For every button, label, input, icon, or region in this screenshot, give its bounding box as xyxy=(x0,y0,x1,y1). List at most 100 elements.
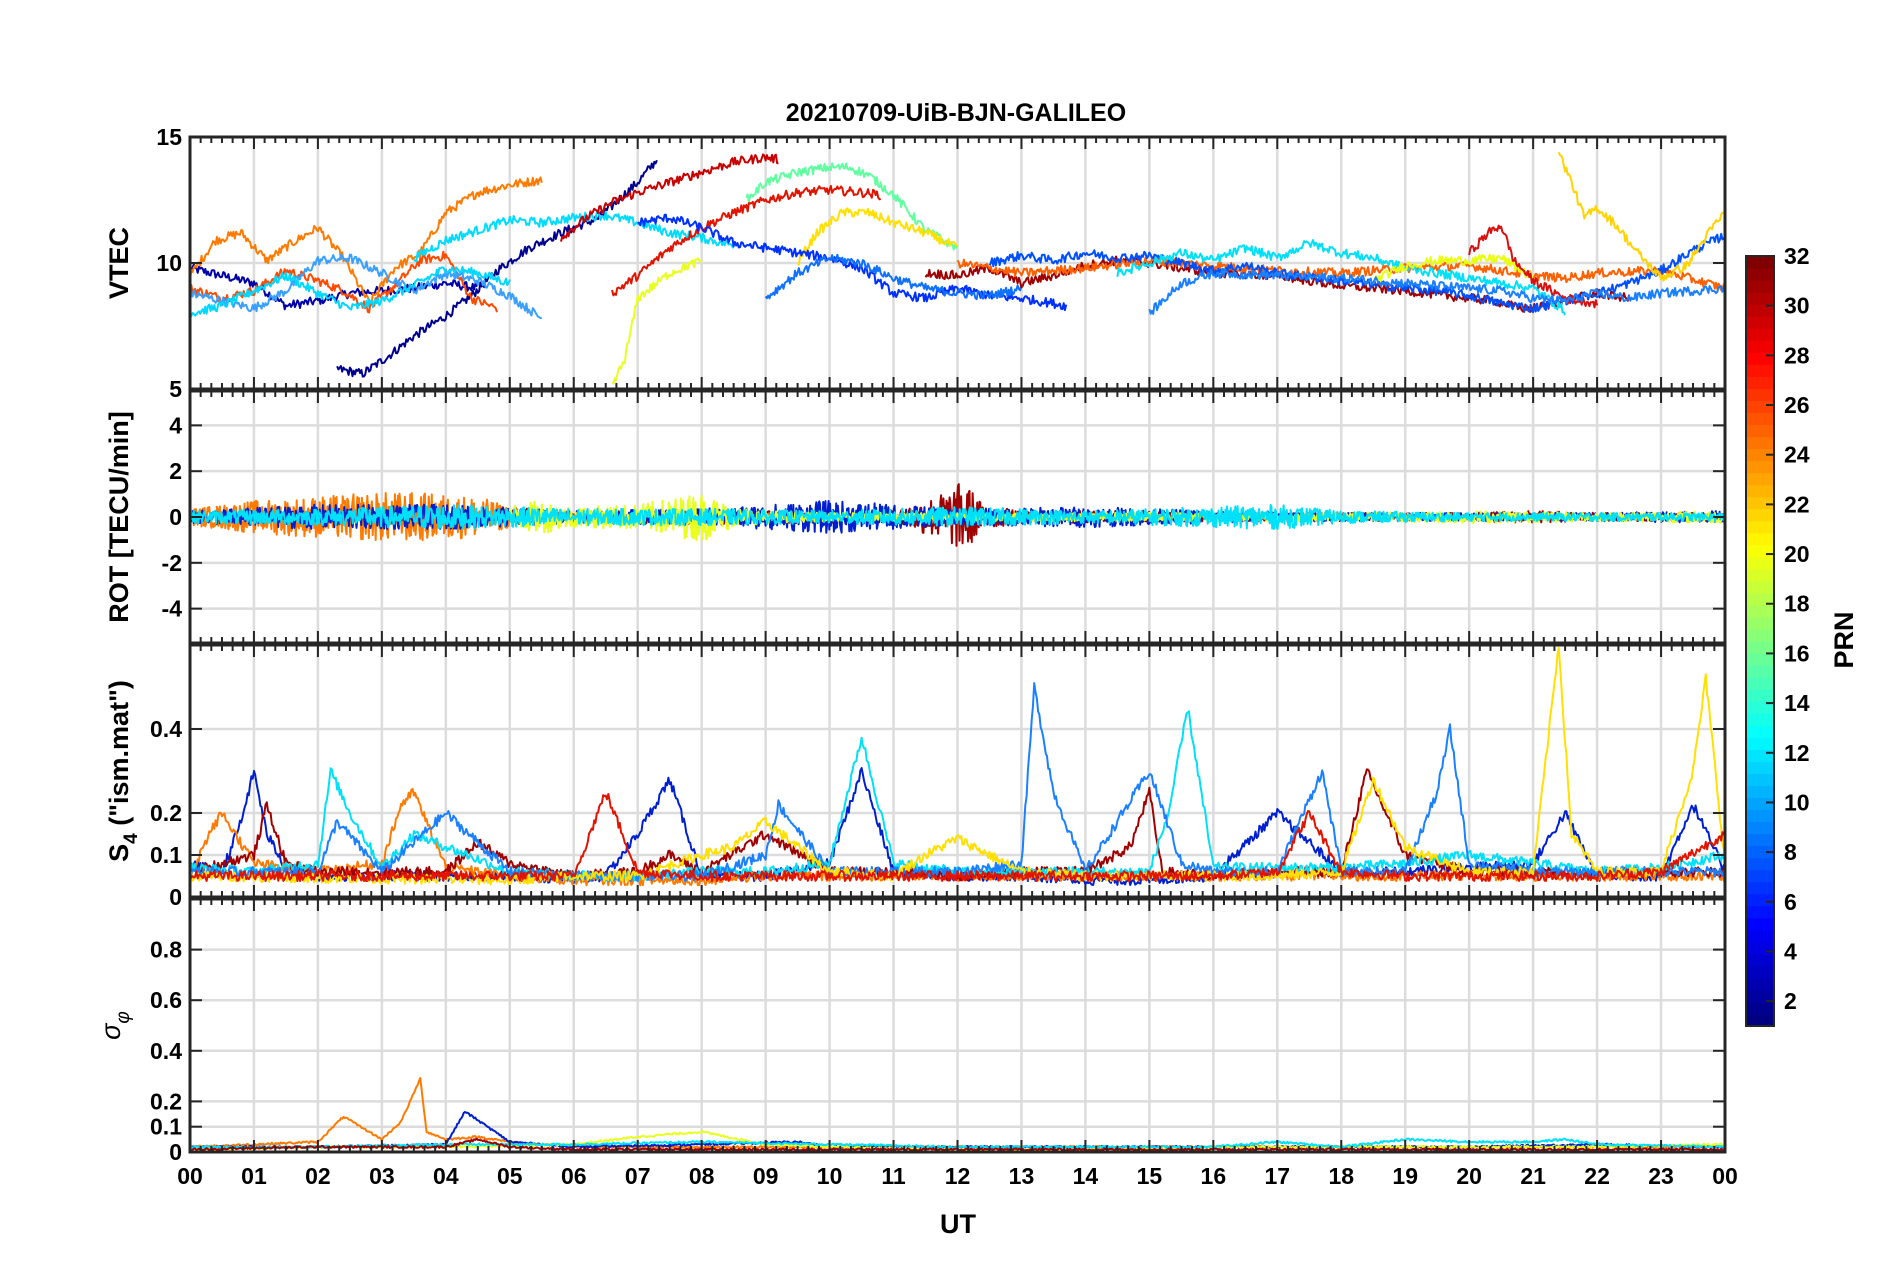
x-tick-label: 23 xyxy=(1648,1163,1674,1189)
x-tick-label: 17 xyxy=(1264,1163,1290,1189)
x-tick-label: 03 xyxy=(369,1163,395,1189)
colorbar-band xyxy=(1746,256,1774,269)
colorbar-band xyxy=(1746,785,1774,799)
x-tick-labels: 00 01 02 03 04 05 06 07 08 09 10 11 12 13 14 15 16 17 18 19… xyxy=(177,1163,1738,1189)
x-tick-label: 16 xyxy=(1201,1163,1227,1189)
colorbar-label: PRN xyxy=(1829,611,1859,668)
colorbar-band xyxy=(1746,556,1774,570)
colorbar-band xyxy=(1746,1013,1774,1027)
series-line-5 xyxy=(190,504,1725,530)
colorbar-tick-label: 30 xyxy=(1784,293,1810,319)
colorbar-band xyxy=(1746,737,1774,750)
y-tick-label: 0.4 xyxy=(150,1038,182,1064)
series-line-17 xyxy=(988,232,1725,314)
series-line-12 xyxy=(611,257,703,385)
colorbar-band xyxy=(1746,316,1774,329)
x-tick-label: 04 xyxy=(433,1163,459,1189)
colorbar-band xyxy=(1746,869,1774,883)
panel-4: 00.10.2 0.4 0.6 0.8 σφ xyxy=(96,897,1727,1165)
colorbar-tick-label: 22 xyxy=(1784,491,1810,517)
y-tick-label: 0.4 xyxy=(150,716,182,742)
x-tick-label: 00 xyxy=(1712,1163,1738,1189)
x-tick-label: 22 xyxy=(1584,1163,1610,1189)
y-axis-label: σφ xyxy=(96,1011,134,1040)
y-axis-label-main: σ xyxy=(96,1022,126,1040)
x-tick-label: 12 xyxy=(945,1163,971,1189)
colorbar-band xyxy=(1746,568,1774,582)
y-tick-label: 5 xyxy=(169,376,182,402)
colorbar-band xyxy=(1746,448,1774,462)
colorbar-tick-label: 14 xyxy=(1784,690,1810,716)
x-tick-label: 05 xyxy=(497,1163,523,1189)
x-tick-label: 20 xyxy=(1456,1163,1482,1189)
x-tick-label: 00 xyxy=(177,1163,203,1189)
colorbar-band xyxy=(1746,833,1774,847)
x-tick-label: 09 xyxy=(753,1163,779,1189)
y-axis-label: VTEC xyxy=(104,227,134,299)
colorbar-band xyxy=(1746,881,1774,895)
colorbar-tick-label: 10 xyxy=(1784,789,1810,815)
colorbar-band xyxy=(1746,532,1774,546)
colorbar-band xyxy=(1746,761,1774,774)
colorbar-tick-label: 24 xyxy=(1784,442,1810,468)
colorbar-frame xyxy=(1745,255,1775,1027)
panel-3: 0 0.1 0.2 0.4 S4 ("ism.mat") xyxy=(104,643,1727,910)
colorbar-band xyxy=(1746,604,1774,618)
colorbar-band xyxy=(1746,797,1774,811)
x-tick-label: 21 xyxy=(1520,1163,1546,1189)
colorbar-band xyxy=(1746,520,1774,534)
series-line-3 xyxy=(190,176,543,304)
colorbar-band xyxy=(1746,773,1774,786)
colorbar-band xyxy=(1746,953,1774,967)
y-axis-label-rest: ("ism.mat") xyxy=(104,680,134,833)
x-tick-label: 18 xyxy=(1328,1163,1354,1189)
y-tick-label: 15 xyxy=(156,124,182,150)
colorbar-band xyxy=(1746,1001,1774,1015)
colorbar-band xyxy=(1746,917,1774,931)
colorbar-band xyxy=(1746,713,1774,726)
colorbar-band xyxy=(1746,616,1774,630)
colorbar-band xyxy=(1746,484,1774,498)
series-line-6 xyxy=(190,265,511,319)
colorbar-tick-label: 12 xyxy=(1784,740,1810,766)
series-line-10 xyxy=(745,162,959,251)
x-tick-label: 11 xyxy=(881,1163,906,1189)
colorbar-band xyxy=(1746,989,1774,1003)
colorbar-band xyxy=(1746,304,1774,317)
colorbar-tick-label: 4 xyxy=(1784,938,1797,964)
colorbar-band xyxy=(1746,893,1774,907)
y-tick-label: 0.1 xyxy=(150,842,182,868)
series-group xyxy=(190,646,1725,887)
series-line-7 xyxy=(413,210,735,263)
colorbar-band xyxy=(1746,412,1774,426)
x-tick-label: 19 xyxy=(1392,1163,1418,1189)
y-axis-label-subscript: φ xyxy=(113,1011,134,1023)
series-line-11 xyxy=(797,207,959,267)
x-tick-label: 06 xyxy=(561,1163,587,1189)
series-line-18 xyxy=(1116,239,1567,316)
colorbar-band xyxy=(1746,292,1774,305)
colorbar-band xyxy=(1746,376,1774,389)
colorbar-band xyxy=(1746,268,1774,281)
series-line-20 xyxy=(1372,253,1535,284)
y-axis-label: S4 ("ism.mat") xyxy=(104,680,142,862)
x-tick-label: 01 xyxy=(241,1163,267,1189)
colorbar-band xyxy=(1746,689,1774,702)
colorbar-band xyxy=(1746,340,1774,353)
y-tick-label: 0.1 xyxy=(150,1114,182,1140)
colorbar-tick-label: 2 xyxy=(1784,988,1797,1014)
y-axis-label-subscript: 4 xyxy=(121,833,142,844)
colorbar-band xyxy=(1746,845,1774,859)
series-group xyxy=(190,483,1725,547)
y-tick-label: -2 xyxy=(162,550,182,576)
colorbar-band xyxy=(1746,280,1774,293)
colorbar-band xyxy=(1746,472,1774,486)
y-tick-label: 4 xyxy=(169,412,182,438)
series-line-8 xyxy=(560,153,779,242)
series-line-7 xyxy=(190,793,1725,882)
colorbar-tick-label: 18 xyxy=(1784,591,1810,617)
colorbar-band xyxy=(1746,592,1774,606)
y-tick-label: 0.2 xyxy=(150,1088,182,1114)
colorbar-band xyxy=(1746,352,1774,365)
series-line-16 xyxy=(956,255,1725,292)
